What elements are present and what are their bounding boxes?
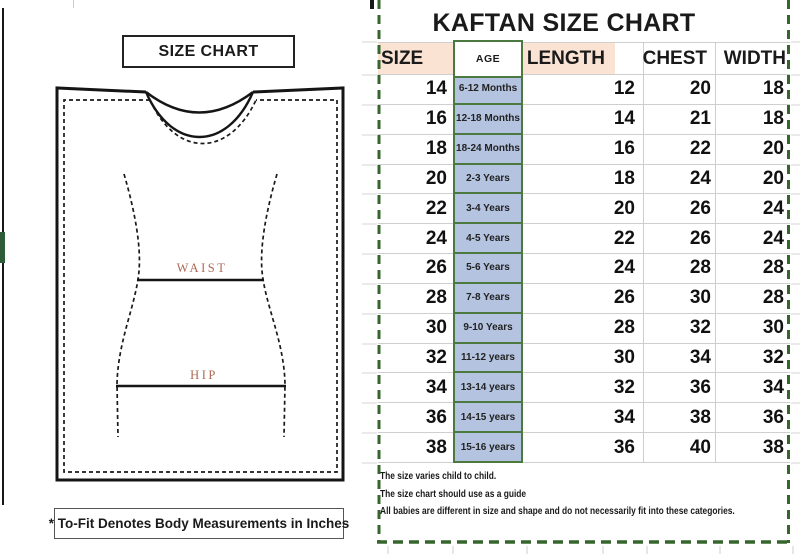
length-cell: 22 [523, 224, 643, 255]
body-silhouette-left [116, 173, 141, 438]
size-cell: 30 [378, 313, 453, 344]
chest-cell: 24 [643, 164, 715, 195]
gridline-stub [73, 0, 74, 8]
size-cell: 36 [378, 403, 453, 434]
size-cell: 34 [378, 373, 453, 404]
col-header-width: WIDTH [715, 42, 790, 75]
width-cell: 20 [715, 164, 790, 195]
age-cell: 3-4 Years [453, 194, 523, 225]
size-cell: 26 [378, 254, 453, 284]
chest-cell: 34 [643, 343, 715, 374]
chest-cell: 26 [643, 224, 715, 255]
chest-cell: 20 [643, 75, 715, 105]
note-line: The size varies child to child. [380, 470, 497, 482]
length-cell: 24 [523, 254, 643, 284]
width-cell: 38 [715, 433, 790, 463]
chest-cell: 30 [643, 283, 715, 314]
age-cell: 12-18 Months [453, 104, 523, 135]
width-cell: 20 [715, 134, 790, 165]
panel-divider-tick [370, 0, 374, 9]
chest-cell: 36 [643, 373, 715, 404]
width-cell: 36 [715, 403, 790, 434]
note-line: The size chart should use as a guide [380, 487, 527, 500]
size-cell: 18 [378, 134, 453, 165]
size-cell: 38 [378, 433, 453, 463]
age-cell: 9-10 Years [453, 313, 523, 344]
length-cell: 32 [523, 373, 643, 404]
size-cell: 32 [378, 343, 453, 374]
age-cell: 15-16 years [453, 433, 523, 463]
kaftan-diagram: WAIST HIP [55, 86, 345, 482]
length-cell: 18 [523, 164, 643, 195]
tofit-footnote-box: * To-Fit Denotes Body Measurements in In… [49, 508, 349, 539]
age-cell: 11-12 years [453, 343, 523, 374]
size-chart-label-box: SIZE CHART [122, 35, 295, 68]
age-cell: 4-5 Years [453, 224, 523, 255]
col-header-age: AGE [453, 39, 523, 78]
width-cell: 34 [715, 373, 790, 404]
age-cell: 6-12 Months [453, 75, 523, 105]
chest-cell: 32 [643, 313, 715, 344]
length-cell: 14 [523, 104, 643, 135]
age-cell: 13-14 years [453, 373, 523, 404]
size-cell: 20 [378, 164, 453, 195]
chest-cell: 28 [643, 254, 715, 284]
length-cell: 16 [523, 134, 643, 165]
length-cell: 36 [523, 433, 643, 463]
length-cell: 26 [523, 283, 643, 314]
tofit-footnote: * To-Fit Denotes Body Measurements in In… [48, 516, 350, 531]
width-cell: 28 [715, 254, 790, 284]
col-header-chest: CHEST [643, 42, 715, 75]
chest-cell: 40 [643, 433, 715, 463]
body-silhouette-right [260, 173, 286, 438]
width-cell: 24 [715, 224, 790, 255]
note-line: All babies are different in size and sha… [380, 505, 735, 517]
size-cell: 22 [378, 194, 453, 225]
chest-cell: 38 [643, 403, 715, 434]
neckline-upper [145, 91, 254, 114]
width-cell: 18 [715, 75, 790, 105]
size-table: SIZE AGE LENGTH CHEST WIDTH 14 6-12 Mont… [378, 39, 790, 463]
chart-title: KAFTAN SIZE CHART [432, 8, 696, 37]
age-cell: 14-15 years [453, 403, 523, 434]
width-cell: 32 [715, 343, 790, 374]
col-header-length: LENGTH [523, 42, 643, 75]
chest-cell: 21 [643, 104, 715, 135]
chest-cell: 26 [643, 194, 715, 225]
length-cell: 20 [523, 194, 643, 225]
size-cell: 28 [378, 283, 453, 314]
length-cell: 30 [523, 343, 643, 374]
size-cell: 24 [378, 224, 453, 255]
left-edge-green-chip [0, 232, 5, 263]
age-cell: 2-3 Years [453, 164, 523, 195]
size-chart-label: SIZE CHART [158, 42, 259, 60]
inner-seam-dashed [63, 99, 338, 473]
table-notes: The size varies child to child. The size… [380, 468, 800, 521]
age-cell: 18-24 Months [453, 134, 523, 165]
chest-cell: 22 [643, 134, 715, 165]
length-cell: 28 [523, 313, 643, 344]
hip-label: HIP [190, 368, 218, 382]
gridline-stubs-bottom [387, 546, 794, 554]
width-cell: 30 [715, 313, 790, 344]
size-cell: 14 [378, 75, 453, 105]
gridline-stubs-right [791, 41, 800, 464]
width-cell: 24 [715, 194, 790, 225]
size-cell: 16 [378, 104, 453, 135]
inner-neck-dashed [149, 99, 257, 145]
length-cell: 34 [523, 403, 643, 434]
waist-label: WAIST [177, 261, 228, 275]
width-cell: 28 [715, 283, 790, 314]
col-header-size: SIZE [378, 42, 453, 75]
neckline-lower [144, 91, 255, 139]
length-cell: 12 [523, 75, 643, 105]
age-cell: 7-8 Years [453, 283, 523, 314]
kaftan-outline [55, 86, 345, 482]
age-cell: 5-6 Years [453, 254, 523, 284]
width-cell: 18 [715, 104, 790, 135]
